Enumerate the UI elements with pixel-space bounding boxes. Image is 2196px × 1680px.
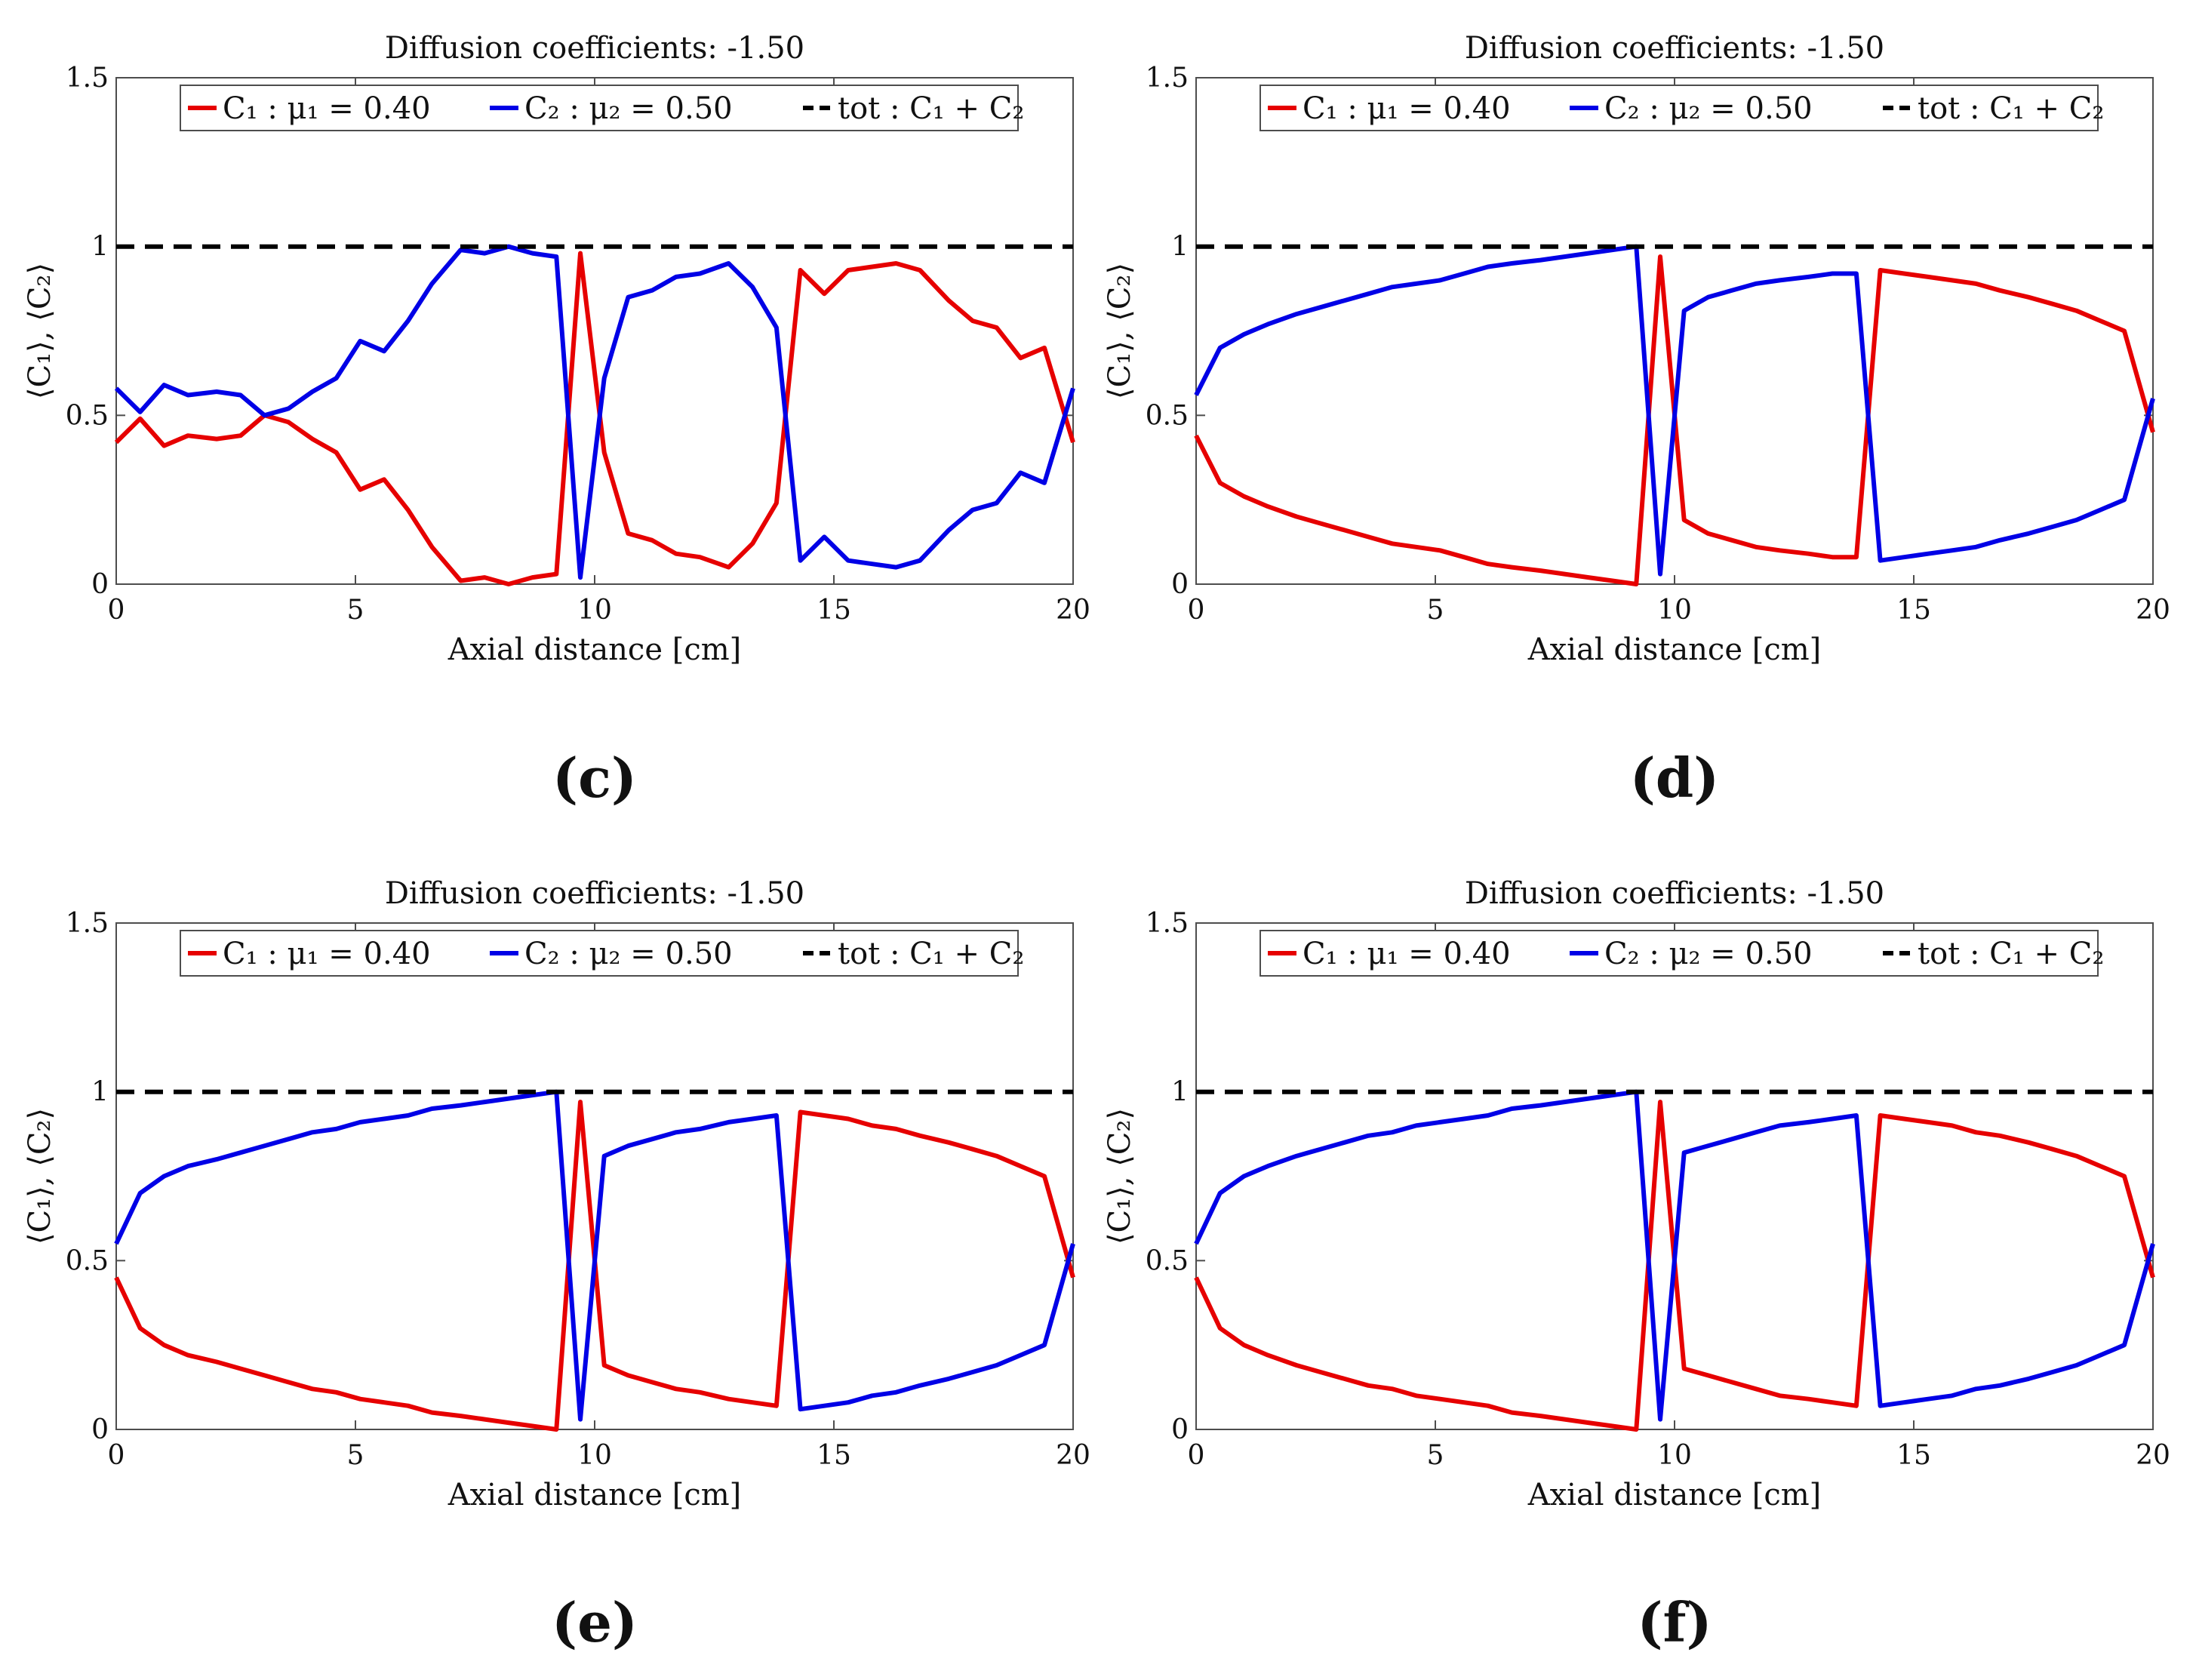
chart-panel-2: 0 5 10 15 20 0 0.5 1 1.5 Diffusion coefficients: …: [23, 876, 1090, 1512]
x-tick-label: 20: [1056, 595, 1090, 626]
x-tick-label: 15: [817, 1440, 851, 1471]
chart-title: Diffusion coefficients: -1.50: [385, 876, 804, 911]
x-tick-label: 20: [2136, 1440, 2170, 1471]
panel-label: (c): [552, 746, 637, 810]
series-line-c2: [114, 1089, 1075, 1422]
y-tick-label: 1: [1171, 1077, 1189, 1108]
y-tick-label: 0.5: [66, 400, 109, 431]
legend-label: C₁ : μ₁ = 0.40: [223, 91, 431, 126]
legend-label: tot : C₁ + C₂: [1918, 91, 2104, 126]
legend-box: [1259, 930, 2099, 977]
x-tick-label: 5: [1427, 1440, 1444, 1471]
x-axis-label: Axial distance [cm]: [448, 632, 742, 667]
y-axis-label: ⟨C₁⟩, ⟨C₂⟩: [1103, 263, 1137, 399]
x-axis-label: Axial distance [cm]: [448, 1478, 742, 1512]
chart-title: Diffusion coefficients: -1.50: [385, 31, 804, 66]
panel-label: (d): [1630, 746, 1719, 810]
series-line-c2: [114, 244, 1075, 580]
legend-label: C₁ : μ₁ = 0.40: [223, 937, 431, 971]
y-tick-label: 1: [1171, 232, 1189, 263]
legend: C₁ : μ₁ = 0.40 C₂ : μ₂ = 0.50 tot : C₁ + C…: [180, 930, 1024, 977]
y-tick-label: 0.5: [1146, 400, 1189, 431]
x-tick-label: 5: [347, 595, 364, 626]
series-line-c1: [114, 1100, 1075, 1432]
legend-label: tot : C₁ + C₂: [838, 937, 1024, 971]
legend-label: C₂ : μ₂ = 0.50: [1604, 937, 1813, 971]
y-tick-label: 0.5: [1146, 1245, 1189, 1276]
chart-panel-0: 0 5 10 15 20 0 0.5 1 1.5 Diffusion coefficients: …: [23, 31, 1090, 667]
legend-label: C₂ : μ₂ = 0.50: [524, 937, 733, 971]
y-tick-label: 1.5: [66, 63, 109, 94]
x-tick-label: 5: [347, 1440, 364, 1471]
y-tick-label: 1: [91, 1077, 109, 1108]
y-tick-label: 1: [91, 232, 109, 263]
x-tick-label: 15: [817, 595, 851, 626]
chart-panel-3: 0 5 10 15 20 0 0.5 1 1.5 Diffusion coefficients: …: [1103, 876, 2170, 1512]
chart-title: Diffusion coefficients: -1.50: [1465, 876, 1884, 911]
chart-title: Diffusion coefficients: -1.50: [1465, 31, 1884, 66]
x-tick-label: 10: [1657, 595, 1692, 626]
legend-box: [1259, 85, 2099, 131]
legend: C₁ : μ₁ = 0.40 C₂ : μ₂ = 0.50 tot : C₁ + C…: [1259, 930, 2104, 977]
legend-label: C₁ : μ₁ = 0.40: [1303, 91, 1511, 126]
x-tick-label: 20: [1056, 1440, 1090, 1471]
series-line-c2: [1194, 1089, 2155, 1422]
x-tick-label: 0: [108, 1440, 125, 1471]
x-tick-label: 15: [1896, 1440, 1931, 1471]
y-axis-label: ⟨C₁⟩, ⟨C₂⟩: [1103, 1108, 1137, 1245]
y-axis-label: ⟨C₁⟩, ⟨C₂⟩: [23, 263, 57, 399]
chart-panel-1: 0 5 10 15 20 0 0.5 1 1.5 Diffusion coefficients: …: [1103, 31, 2170, 667]
axes-frame: [1195, 77, 2154, 585]
y-tick-label: 1.5: [1146, 908, 1189, 939]
x-tick-label: 10: [577, 1440, 612, 1471]
y-tick-label: 1.5: [1146, 63, 1189, 94]
legend-box: [180, 930, 1019, 977]
x-tick-label: 0: [1188, 595, 1205, 626]
series-line-c1: [114, 251, 1075, 586]
axes-frame: [115, 922, 1074, 1430]
x-tick-label: 20: [2136, 595, 2170, 626]
y-tick-label: 0: [91, 1414, 109, 1445]
y-tick-label: 0: [1171, 569, 1189, 600]
y-tick-label: 1.5: [66, 908, 109, 939]
legend-box: [180, 85, 1019, 131]
x-tick-label: 5: [1427, 595, 1444, 626]
legend: C₁ : μ₁ = 0.40 C₂ : μ₂ = 0.50 tot : C₁ + C…: [1259, 85, 2104, 131]
legend-label: C₂ : μ₂ = 0.50: [1604, 91, 1813, 126]
x-tick-label: 10: [577, 595, 612, 626]
series-line-c2: [1194, 244, 2155, 577]
x-tick-label: 15: [1896, 595, 1931, 626]
legend-label: C₂ : μ₂ = 0.50: [524, 91, 733, 126]
x-tick-label: 10: [1657, 1440, 1692, 1471]
y-tick-label: 0: [1171, 1414, 1189, 1445]
legend: C₁ : μ₁ = 0.40 C₂ : μ₂ = 0.50 tot : C₁ + C…: [180, 85, 1024, 131]
series-line-c1: [1194, 254, 2155, 586]
y-axis-label: ⟨C₁⟩, ⟨C₂⟩: [23, 1108, 57, 1245]
x-axis-label: Axial distance [cm]: [1527, 632, 1822, 667]
axes-frame: [1195, 922, 2154, 1430]
x-axis-label: Axial distance [cm]: [1527, 1478, 1822, 1512]
x-tick-label: 0: [108, 595, 125, 626]
y-tick-label: 0.5: [66, 1245, 109, 1276]
panel-label: (e): [552, 1590, 638, 1654]
legend-label: tot : C₁ + C₂: [838, 91, 1024, 126]
y-tick-label: 0: [91, 569, 109, 600]
series-line-c1: [1194, 1100, 2155, 1432]
legend-label: tot : C₁ + C₂: [1918, 937, 2104, 971]
axes-frame: [115, 77, 1074, 585]
legend-label: C₁ : μ₁ = 0.40: [1303, 937, 1511, 971]
panel-label: (f): [1637, 1590, 1712, 1654]
x-tick-label: 0: [1188, 1440, 1205, 1471]
